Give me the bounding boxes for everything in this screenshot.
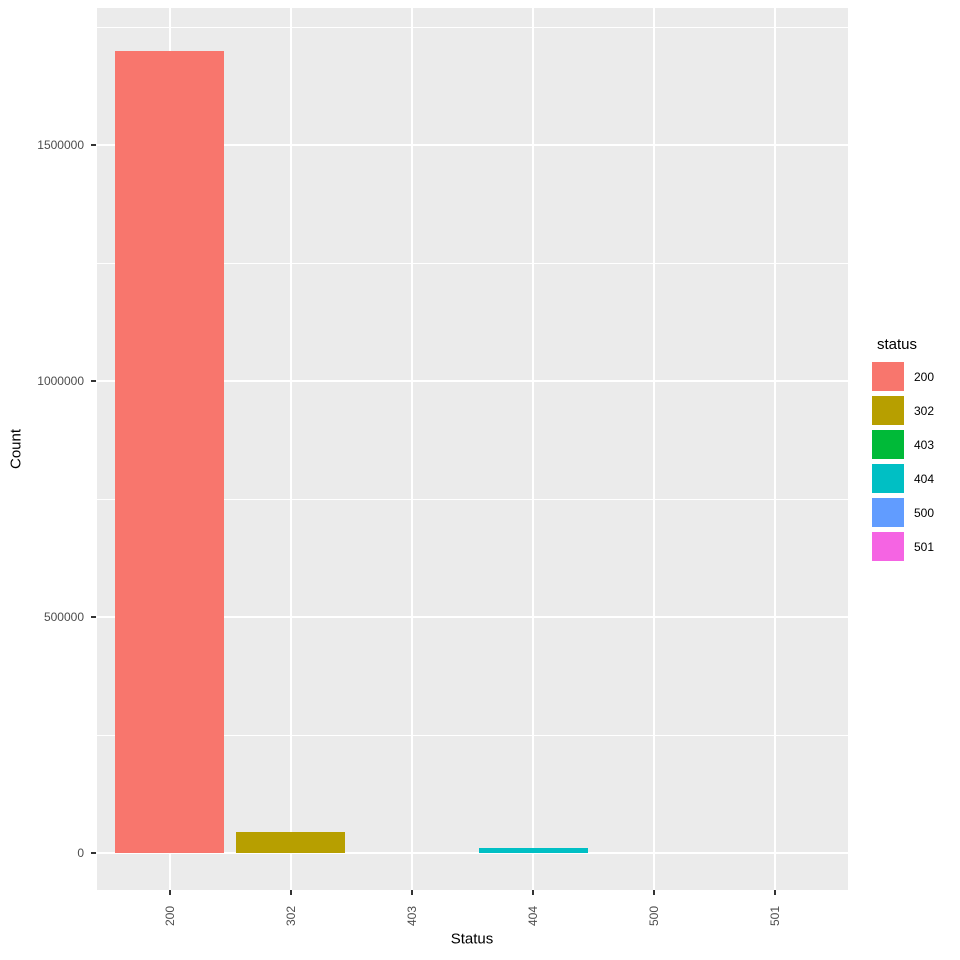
- gridline-major-y-1500000: [97, 144, 848, 146]
- legend-label-404: 404: [914, 471, 935, 486]
- y-tick-label-1500000: 1500000: [37, 138, 84, 152]
- legend-key-200: [872, 362, 904, 391]
- legend-item-501: 501: [872, 532, 934, 561]
- x-tick-mark-500: [653, 890, 656, 895]
- legend-item-302: 302: [872, 396, 934, 425]
- legend-label-501: 501: [914, 539, 935, 554]
- x-tick-mark-501: [774, 890, 777, 895]
- legend-label-302: 302: [914, 403, 935, 418]
- x-tick-label-200: 200: [162, 905, 177, 927]
- x-tick-mark-302: [289, 890, 292, 895]
- y-tick-label-500000: 500000: [43, 610, 84, 624]
- y-tick-mark-500000: [91, 616, 96, 618]
- gridline-x-501: [774, 8, 777, 890]
- gridline-minor-y-750000: [97, 498, 848, 500]
- bar-302: [236, 831, 346, 853]
- legend-key-404: [872, 464, 904, 493]
- legend-item-403: 403: [872, 430, 934, 459]
- gridline-major-y-0: [97, 852, 848, 854]
- x-tick-label-501: 501: [768, 905, 783, 927]
- x-tick-mark-404: [532, 890, 535, 895]
- legend: status 200 302 403 404 500 501: [872, 336, 934, 561]
- legend-key-500: [872, 498, 904, 527]
- gridline-major-y-500000: [97, 616, 848, 618]
- gridline-minor-y-1250000: [97, 262, 848, 264]
- y-tick-mark-1500000: [91, 144, 96, 146]
- legend-items: 200 302 403 404 500 501: [872, 362, 934, 561]
- gridline-x-403: [410, 8, 413, 890]
- x-tick-label-302: 302: [283, 905, 298, 927]
- legend-title: status: [877, 336, 918, 353]
- y-tick-label-1000000: 1000000: [37, 374, 84, 388]
- gridline-x-302: [289, 8, 292, 890]
- gridline-minor-y-250000: [97, 734, 848, 736]
- y-tick-mark-1000000: [91, 380, 96, 382]
- gridline-major-y-1000000: [97, 380, 848, 382]
- legend-key-302: [872, 396, 904, 425]
- x-tick-label-404: 404: [526, 905, 541, 927]
- gridline-x-404: [532, 8, 535, 890]
- legend-key-403: [872, 430, 904, 459]
- legend-label-500: 500: [914, 505, 935, 520]
- x-tick-mark-200: [168, 890, 171, 895]
- legend-label-403: 403: [914, 437, 935, 452]
- legend-label-200: 200: [914, 369, 935, 384]
- bar-200: [115, 50, 225, 853]
- x-tick-mark-403: [410, 890, 413, 895]
- y-axis-title: Count: [7, 428, 25, 470]
- legend-key-501: [872, 532, 904, 561]
- legend-item-500: 500: [872, 498, 934, 527]
- y-tick-mark-0: [91, 852, 96, 854]
- y-tick-label-0: 0: [77, 846, 84, 860]
- plot-panel: [97, 8, 848, 890]
- bar-404: [478, 848, 588, 853]
- gridline-x-500: [653, 8, 656, 890]
- x-tick-label-403: 403: [404, 905, 419, 927]
- legend-item-404: 404: [872, 464, 934, 493]
- legend-item-200: 200: [872, 362, 934, 391]
- x-axis-title: Status: [450, 930, 494, 948]
- gridline-minor-y-1750000: [97, 26, 848, 28]
- x-tick-label-500: 500: [647, 905, 662, 927]
